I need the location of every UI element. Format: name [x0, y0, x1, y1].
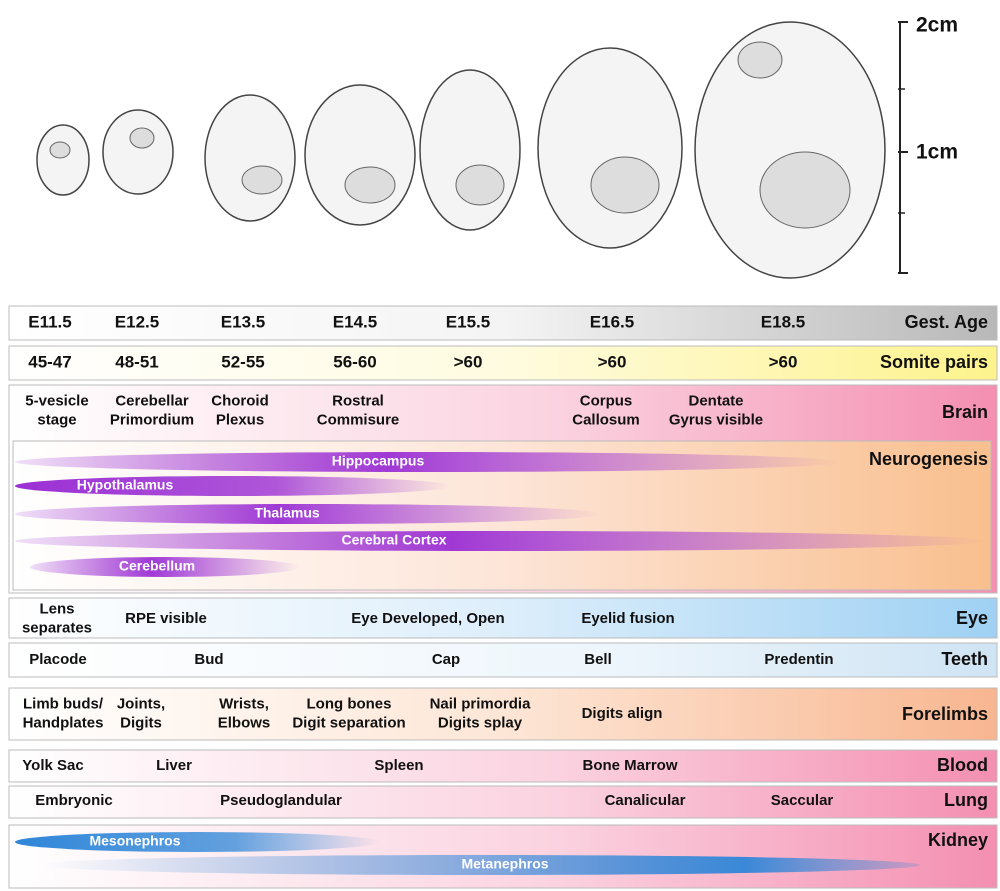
stage-label: Predentin [764, 651, 833, 668]
band [15, 531, 985, 551]
row-box [8, 597, 998, 639]
stage-label: >60 [598, 352, 627, 371]
band [15, 504, 600, 524]
stage-label: Long bones [307, 695, 392, 712]
row-title: Brain [942, 402, 988, 422]
stage-label: Pseudoglandular [220, 792, 342, 809]
stage-label: E11.5 [28, 312, 72, 331]
band-label: Thalamus [254, 505, 320, 521]
stage-label: E12.5 [115, 312, 159, 331]
band-label: Hypothalamus [77, 477, 174, 493]
stage-label: Wrists, [219, 695, 269, 712]
row-title: Somite pairs [880, 352, 988, 372]
stage-label: Canalicular [605, 792, 686, 809]
stage-label: Embryonic [35, 792, 113, 809]
band [40, 855, 920, 875]
scale-label: 2cm [916, 14, 958, 37]
stage-label: Digits [120, 714, 162, 731]
stage-label: Elbows [218, 714, 271, 731]
stage-label: Bone Marrow [582, 757, 677, 774]
stage-label: Spleen [374, 757, 423, 774]
stage-label: Digits splay [438, 714, 523, 731]
stage-label: Cap [432, 651, 460, 668]
stage-label: Joints, [117, 695, 165, 712]
stage-label: Placode [29, 651, 87, 668]
stage-label: E18.5 [761, 312, 805, 331]
embryos: 2cm 1cm [36, 14, 958, 279]
stage-label: Cerebellar [115, 392, 189, 409]
band-label: Cerebellum [119, 558, 195, 574]
band-label: Cerebral Cortex [341, 532, 446, 548]
band-label: Metanephros [461, 856, 548, 872]
stage-label: Commisure [317, 411, 400, 428]
stage-label: Yolk Sac [22, 757, 83, 774]
stage-label: Lens [39, 600, 74, 617]
row-box [8, 642, 998, 678]
stage-label: Rostral [332, 392, 384, 409]
stage-label: Limb buds/ [23, 695, 104, 712]
stage-label: Eye Developed, Open [351, 610, 504, 627]
band [30, 557, 300, 577]
band [15, 832, 380, 852]
stage-label: Choroid [211, 392, 269, 409]
scale-label: 1cm [916, 141, 958, 164]
stage-label: Saccular [771, 792, 834, 809]
band [15, 452, 840, 472]
band [15, 476, 450, 496]
row-title: Forelimbs [902, 704, 988, 724]
stage-label: 52-55 [221, 352, 264, 371]
stage-label: Dentate [688, 392, 743, 409]
stage-label: Digits align [582, 705, 663, 722]
stage-label: E13.5 [221, 312, 265, 331]
stage-label: separates [22, 619, 92, 636]
row-box [8, 785, 998, 819]
stage-label: Gyrus visible [669, 411, 763, 428]
row-title: Neurogenesis [869, 449, 988, 469]
stage-label: Eyelid fusion [581, 610, 674, 627]
stage-label: Callosum [572, 411, 640, 428]
row-title: Gest. Age [905, 312, 988, 332]
stage-label: 56-60 [333, 352, 376, 371]
stage-label: Corpus [580, 392, 633, 409]
stage-label: 48-51 [115, 352, 158, 371]
row-box [8, 305, 998, 341]
stage-label: E14.5 [333, 312, 377, 331]
row-title: Blood [937, 755, 988, 775]
stage-label: >60 [769, 352, 798, 371]
stage-label: Handplates [23, 714, 104, 731]
row-title: Kidney [928, 830, 988, 850]
band-label: Mesonephros [89, 833, 180, 849]
stage-label: Primordium [110, 411, 194, 428]
row-title: Lung [944, 790, 988, 810]
stage-label: E16.5 [590, 312, 634, 331]
row-title: Eye [956, 608, 988, 628]
row-box [8, 749, 998, 783]
stage-label: Nail primordia [430, 695, 532, 712]
stage-label: Plexus [216, 411, 264, 428]
row-box [8, 345, 998, 381]
stage-label: Liver [156, 757, 192, 774]
stage-label: E15.5 [446, 312, 490, 331]
stage-label: 5-vesicle [25, 392, 88, 409]
stage-label: stage [37, 411, 76, 428]
stage-label: RPE visible [125, 610, 207, 627]
stage-label: Digit separation [292, 714, 405, 731]
band-label: Hippocampus [332, 453, 425, 469]
stage-label: 45-47 [28, 352, 71, 371]
row-box [8, 687, 998, 741]
row-title: Teeth [941, 649, 988, 669]
stage-label: Bud [194, 651, 223, 668]
stage-label: Bell [584, 651, 612, 668]
stage-label: >60 [454, 352, 483, 371]
